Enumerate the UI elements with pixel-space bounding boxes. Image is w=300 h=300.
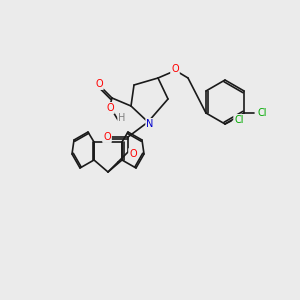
Text: Cl: Cl [257,108,267,118]
Text: O: O [129,149,137,159]
Text: O: O [106,103,114,113]
Text: O: O [95,79,103,89]
Text: O: O [103,132,111,142]
Text: Cl: Cl [234,115,244,125]
Text: N: N [146,119,154,129]
Text: H: H [118,113,126,123]
Text: O: O [171,64,179,74]
